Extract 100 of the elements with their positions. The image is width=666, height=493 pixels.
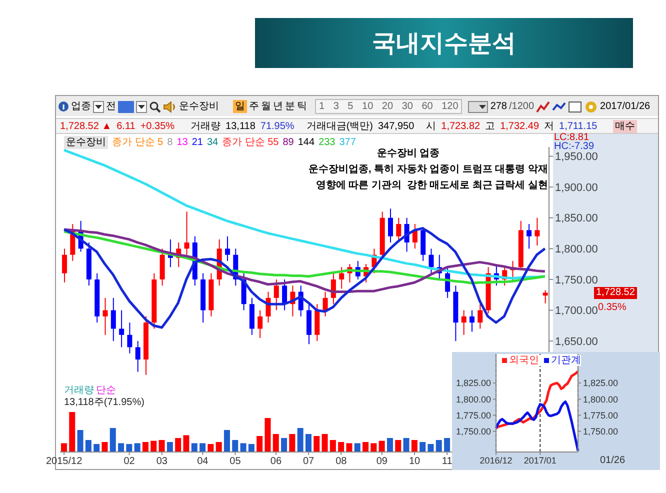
bar bbox=[102, 442, 108, 452]
y2-tick-label: 1,750.00 bbox=[583, 426, 618, 437]
text: 1,711.15 bbox=[559, 120, 598, 133]
text: +0.35% bbox=[140, 120, 175, 133]
y-tick-label: 1,825.00 bbox=[456, 378, 491, 388]
x-tick-label: 11 bbox=[442, 456, 453, 468]
candlestick bbox=[119, 310, 124, 348]
text: 틱 bbox=[297, 100, 307, 113]
candlestick bbox=[526, 224, 532, 250]
bar bbox=[69, 412, 76, 452]
bar bbox=[436, 440, 442, 452]
x-tick-label: 06 bbox=[270, 456, 282, 468]
bar bbox=[85, 440, 92, 452]
legend-label: 외국인 bbox=[509, 355, 539, 366]
text: 1,723.82 bbox=[441, 120, 480, 133]
text: 13,118 bbox=[226, 120, 256, 133]
y-tick-label: 1,775.00 bbox=[456, 410, 491, 420]
text: 71.95% bbox=[260, 120, 294, 133]
bar bbox=[77, 430, 84, 452]
x-tick-label: 05 bbox=[230, 456, 242, 468]
y2-tick-label: 1,775.00 bbox=[583, 410, 618, 420]
text: 1,728.52 ▲ bbox=[60, 120, 112, 133]
bar bbox=[256, 436, 263, 452]
x-tick-label: 07 bbox=[303, 456, 315, 468]
y-tick-label: 1,800.00 bbox=[555, 244, 598, 256]
text: 347,950 bbox=[378, 120, 414, 133]
annotation: 233 bbox=[318, 136, 336, 149]
x-tick-label: 2017/01 bbox=[524, 455, 556, 466]
text: 거래량 bbox=[64, 385, 94, 397]
text: 거래량 bbox=[190, 120, 221, 133]
y2-tick-label: 1,825.00 bbox=[583, 378, 618, 388]
bar bbox=[428, 444, 434, 452]
bar bbox=[370, 443, 377, 452]
text: 업종 bbox=[71, 100, 91, 113]
annotation: 8 bbox=[167, 136, 173, 149]
candlestick bbox=[478, 304, 483, 330]
text: LC:8.81 bbox=[554, 132, 590, 143]
y-tick-label: 1,650.00 bbox=[555, 336, 598, 348]
text: 6.11 bbox=[116, 120, 136, 133]
candlestick bbox=[274, 278, 279, 311]
bar bbox=[208, 444, 214, 452]
bar bbox=[94, 444, 100, 452]
text: 1,732.49 bbox=[500, 120, 540, 133]
candlestick bbox=[102, 297, 108, 336]
candlestick bbox=[461, 310, 466, 336]
text: /1200 bbox=[509, 100, 534, 113]
text: 01/26 bbox=[600, 455, 626, 466]
bar bbox=[158, 440, 165, 452]
x-tick-label: 08 bbox=[336, 456, 348, 468]
candlestick bbox=[388, 208, 393, 243]
text: 월 bbox=[261, 100, 271, 113]
y-tick-label: 1,800.00 bbox=[456, 394, 491, 404]
bar bbox=[166, 442, 173, 452]
legend-label: 기관계 bbox=[551, 355, 581, 366]
annotation: 377 bbox=[339, 136, 356, 149]
y-tick-label: 1,700.00 bbox=[555, 305, 598, 318]
bar bbox=[444, 438, 450, 452]
annotation: 종가 단순 55 bbox=[222, 136, 279, 149]
y-tick-label: 1,750.00 bbox=[456, 426, 491, 437]
bar bbox=[386, 438, 393, 452]
y-tick-label: 1,850.00 bbox=[555, 212, 598, 225]
annotation: 89 bbox=[282, 136, 294, 149]
bar bbox=[60, 443, 67, 452]
bar bbox=[175, 438, 182, 452]
text: 전 bbox=[106, 100, 116, 113]
candlestick bbox=[339, 266, 344, 290]
annotation: 운수장비업종, 특히 자동차 업종이 트럼프 대통령 악재 bbox=[308, 163, 548, 177]
bar bbox=[362, 442, 369, 452]
bar bbox=[395, 440, 402, 452]
text: 1 3 5 10 20 30 60 120 bbox=[315, 99, 462, 114]
annotation: 영향에 따른 기관의 강한 매도세로 최근 급락세 실현 bbox=[314, 179, 548, 193]
text: 거래대금(백만) bbox=[306, 120, 373, 133]
bar bbox=[281, 438, 288, 452]
x-tick-label: 04 bbox=[197, 456, 209, 468]
text: 단순 bbox=[96, 385, 116, 397]
bar bbox=[289, 434, 296, 452]
text: 년 bbox=[273, 100, 283, 113]
bar bbox=[330, 440, 336, 452]
candlestick bbox=[127, 322, 132, 354]
bar bbox=[420, 442, 426, 452]
bar bbox=[126, 444, 132, 452]
text: 일 bbox=[233, 100, 247, 113]
bar bbox=[110, 428, 116, 452]
candlestick bbox=[135, 340, 140, 372]
bar bbox=[134, 443, 140, 452]
bar bbox=[354, 443, 360, 452]
bar bbox=[403, 438, 410, 452]
x-tick-label: 03 bbox=[156, 456, 168, 468]
bar bbox=[322, 434, 328, 452]
annotation: 운수장비 bbox=[64, 136, 108, 149]
x-tick-label: 09 bbox=[376, 456, 388, 468]
bar bbox=[346, 443, 352, 452]
line-series bbox=[62, 148, 546, 280]
bar bbox=[248, 444, 254, 452]
text: 고 bbox=[485, 120, 496, 133]
text: 시 bbox=[426, 120, 436, 133]
candlestick bbox=[322, 291, 328, 317]
bar bbox=[191, 443, 198, 452]
annotation: 21 bbox=[192, 136, 203, 149]
candlestick bbox=[62, 248, 67, 284]
